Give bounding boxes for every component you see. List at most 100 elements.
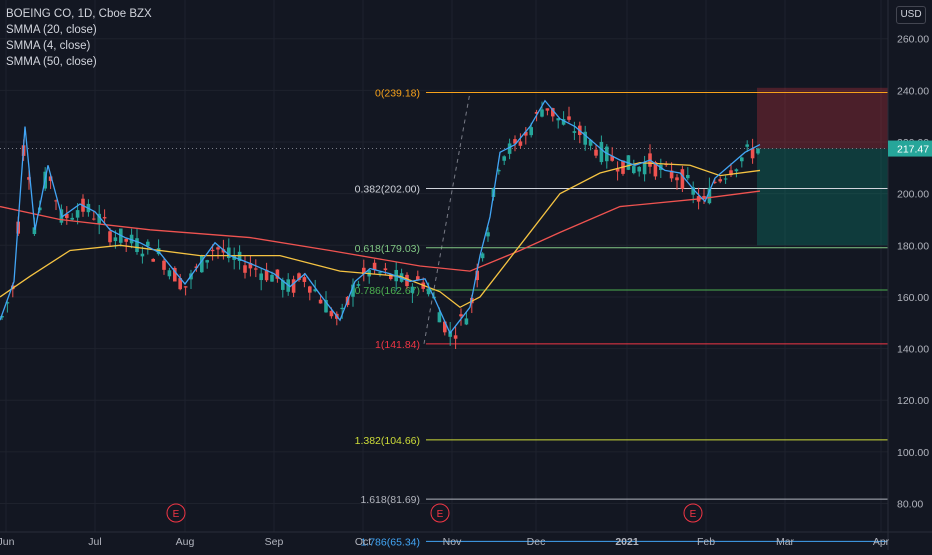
candle (108, 231, 112, 243)
candle (205, 260, 209, 263)
candle (200, 255, 204, 273)
chart-legend: BOEING CO, 1D, Cboe BZX SMMA (20, close)… (6, 6, 152, 70)
candle (97, 213, 101, 225)
candle (497, 170, 501, 172)
fib-level-label: 1.618(81.69) (360, 494, 420, 506)
candle (362, 267, 366, 274)
candle (70, 217, 74, 220)
candle (713, 181, 717, 183)
candle (507, 143, 512, 154)
candle (448, 331, 452, 337)
smma-50-line (0, 190, 761, 272)
candle (329, 310, 334, 317)
price-axis-tick: 140.00 (897, 344, 929, 356)
price-tag-bg (888, 140, 932, 157)
candle (443, 321, 447, 333)
candle (734, 169, 739, 172)
indicator-smma-20[interactable]: SMMA (20, close) (6, 24, 97, 36)
candle (54, 200, 58, 202)
candle (740, 157, 744, 162)
candle (254, 268, 258, 270)
fib-trend-line (423, 92, 471, 344)
candle (75, 210, 80, 218)
candle (426, 288, 431, 295)
fib-level-label: 1(141.84) (375, 339, 420, 351)
price-axis-tick: 80.00 (897, 499, 923, 511)
candle (545, 108, 550, 111)
candle (221, 249, 226, 253)
candle (313, 289, 317, 292)
take-profit-zone (757, 148, 888, 246)
candle (167, 270, 172, 277)
time-axis-tick: Oct (355, 536, 371, 548)
fib-level-label: 1.786(65.34) (360, 536, 420, 548)
candle (718, 179, 722, 182)
candle (324, 299, 328, 313)
candle (308, 286, 312, 293)
candle (464, 318, 469, 325)
indicator-smma-4[interactable]: SMMA (4, close) (6, 40, 91, 52)
time-axis-tick: Apr (873, 536, 890, 548)
price-axis-tick: 100.00 (897, 447, 929, 459)
candle (162, 260, 166, 270)
candles-group (0, 101, 760, 349)
candle (723, 178, 728, 180)
candle (502, 156, 506, 161)
earnings-label: E (437, 509, 444, 520)
candle (0, 315, 4, 318)
time-axis-tick: Aug (176, 536, 195, 548)
candle (302, 277, 307, 282)
fib-level-label: 0.618(179.03) (355, 243, 420, 255)
candle (32, 227, 37, 235)
price-axis-tick: 180.00 (897, 240, 929, 252)
candle (632, 166, 636, 174)
candle (243, 265, 247, 273)
candle (216, 247, 220, 250)
earnings-label: E (690, 509, 697, 520)
candle (156, 248, 161, 255)
candle (567, 116, 571, 120)
candle (475, 270, 479, 281)
candle (653, 162, 658, 177)
candle (178, 278, 182, 290)
candle (378, 272, 382, 274)
smma-20-line (0, 162, 761, 309)
candle (318, 299, 323, 304)
stop-loss-zone (757, 87, 888, 149)
earnings-marker[interactable] (166, 503, 186, 523)
currency-badge[interactable]: USD (896, 6, 926, 24)
candle (227, 247, 231, 259)
candle (389, 274, 393, 279)
indicator-smma-50[interactable]: SMMA (50, close) (6, 56, 97, 68)
candle (588, 139, 593, 146)
candle (351, 284, 355, 297)
candle (480, 253, 485, 259)
candle (48, 176, 53, 181)
candle (534, 111, 539, 114)
candle (707, 187, 712, 204)
candle (637, 166, 641, 172)
earnings-marker[interactable] (430, 503, 450, 523)
price-axis-tick: 160.00 (897, 292, 929, 304)
symbol-title[interactable]: BOEING CO, 1D, Cboe BZX (6, 8, 152, 20)
candle (264, 269, 269, 281)
earnings-label: E (173, 509, 180, 520)
candle (291, 279, 296, 293)
time-axis-tick: Jul (88, 536, 101, 548)
candle (146, 241, 150, 247)
candle (691, 187, 695, 195)
candle (65, 213, 69, 219)
candle (540, 109, 544, 117)
candle (615, 169, 620, 172)
candle (556, 118, 560, 121)
time-axis-tick: Feb (697, 536, 715, 548)
candle (486, 232, 490, 237)
earnings-marker[interactable] (683, 503, 703, 523)
candle (750, 148, 755, 159)
candle (642, 163, 647, 175)
candle (513, 139, 517, 144)
candle (437, 312, 442, 323)
fib-level-label: 0.382(202.00) (355, 183, 420, 195)
